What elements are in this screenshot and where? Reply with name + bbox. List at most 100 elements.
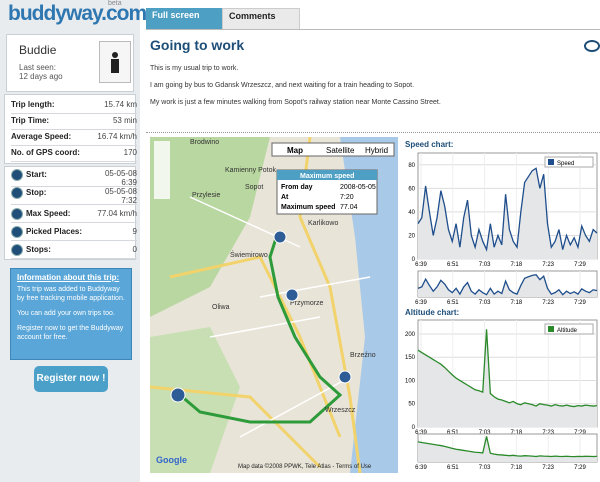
avatar xyxy=(99,41,131,83)
map-type-button[interactable]: Hybrid xyxy=(365,146,388,155)
x-tick-label: 7:23 xyxy=(542,262,554,268)
trip-value-line: 05-05-08 xyxy=(104,169,137,178)
stat-row: No. of GPS coord: 170 xyxy=(11,145,137,162)
place-label: Brodwino xyxy=(190,139,219,146)
chart-title: Speed chart: xyxy=(405,140,453,149)
x-tick-label: 7:03 xyxy=(479,430,491,436)
x-tick-label: 7:23 xyxy=(542,430,554,436)
last-seen-label: Last seen: xyxy=(19,63,56,72)
place-label: Kamienny Potok xyxy=(225,167,276,174)
map-brand: Google xyxy=(156,455,187,465)
trip-title: Going to work xyxy=(150,37,245,53)
trip-row: Picked Places: 9 xyxy=(11,223,137,241)
stat-row: Trip Time: 53 min xyxy=(11,113,137,130)
legend-box xyxy=(544,323,594,335)
x-tick-label: 6:39 xyxy=(415,430,427,436)
x-tick-label: 7:23 xyxy=(542,300,554,306)
tab-comments[interactable]: Comments xyxy=(222,8,300,30)
popup-label: At xyxy=(281,194,289,201)
info-box: Information about this trip: This trip w… xyxy=(10,268,132,360)
map[interactable]: Brodwino Kamienny Potok Przylesie Sopot Karl… xyxy=(150,137,398,473)
map-copyright: Map data ©2008 PPWK, Tele Atlas - Terms … xyxy=(238,463,372,470)
x-tick-label: 6:51 xyxy=(447,300,459,306)
y-tick-label: 150 xyxy=(405,355,416,361)
trip-label: Start: xyxy=(26,170,47,180)
stat-value: 53 min xyxy=(112,116,137,125)
trip-row: Start: 05-05-08 6:39 xyxy=(11,169,137,187)
trip-value: 05-05-08 6:39 xyxy=(105,169,137,187)
info-title[interactable]: Information about this trip: xyxy=(17,273,120,282)
tab-fullscreen[interactable]: Full screen xyxy=(146,8,222,30)
view-icon[interactable] xyxy=(584,40,600,52)
area xyxy=(418,329,597,427)
trip-icon xyxy=(11,243,23,256)
stat-value: 170 xyxy=(123,148,137,157)
separator xyxy=(146,132,600,133)
x-tick-label: 7:18 xyxy=(511,300,523,306)
description: This is my usual trip to work. I am going… xyxy=(150,60,441,111)
trip-row: Stop: 05-05-08 7:32 xyxy=(11,187,137,205)
paragraph: I am going by bus to Gdansk Wrzeszcz, an… xyxy=(150,82,415,89)
place-label: Oliwa xyxy=(212,304,230,311)
place-label: Karlikowo xyxy=(308,220,338,227)
y-tick-label: 80 xyxy=(408,163,415,169)
sidebar: buddyway.com beta Buddie Last seen: 12 d… xyxy=(0,0,147,482)
stat-row: Trip length: 15.74 km xyxy=(11,97,137,114)
trip-value-line: 0 xyxy=(132,245,137,254)
popup-label: Maximum speed xyxy=(281,204,335,211)
trip-row: Max Speed: 77.04 km/h xyxy=(11,205,137,223)
stat-label: Trip length: xyxy=(11,100,55,109)
trip-label: Picked Places: xyxy=(26,227,83,236)
logo[interactable]: buddyway.com xyxy=(8,2,147,25)
legend-swatch xyxy=(548,326,554,332)
x-tick-label: 7:18 xyxy=(511,465,523,471)
logo-badge: beta xyxy=(108,0,122,7)
stat-value: 16.74 km/h xyxy=(97,132,137,141)
place-label: Świemirowo xyxy=(230,250,268,259)
x-tick-label: 6:51 xyxy=(447,430,459,436)
line xyxy=(417,329,598,408)
legend-box xyxy=(544,156,594,168)
legend-label: Speed xyxy=(557,161,574,167)
x-tick-label: 6:51 xyxy=(447,465,459,471)
stat-label: Trip Time: xyxy=(11,116,50,125)
trip-label: Stops: xyxy=(26,245,51,254)
trip-value: 77.04 km/h xyxy=(97,205,137,222)
x-tick-label: 7:03 xyxy=(479,465,491,471)
stat-row: Average Speed: 16.74 km/h xyxy=(11,129,137,146)
trip-info: Start: 05-05-08 6:39 Stop: 05-05-08 7:32 Max S… xyxy=(4,166,137,260)
paragraph: This is my usual trip to work. xyxy=(150,65,239,72)
y-tick-label: 0 xyxy=(412,257,416,263)
x-tick-label: 6:39 xyxy=(415,262,427,268)
info-line: Register now to get the Buddyway account… xyxy=(17,325,124,341)
x-tick-label: 6:39 xyxy=(415,465,427,471)
tab-line xyxy=(146,29,600,30)
profile: Buddie Last seen: 12 days ago xyxy=(6,34,134,92)
y-tick-label: 60 xyxy=(408,186,415,192)
area xyxy=(418,436,597,462)
register-button[interactable]: Register now ! xyxy=(34,366,108,392)
x-tick-label: 7:29 xyxy=(574,465,586,471)
x-tick-label: 7:29 xyxy=(574,262,586,268)
chart-title: Altitude chart: xyxy=(405,308,459,317)
line xyxy=(417,436,598,458)
place-label: Przylesie xyxy=(192,192,221,199)
trip-value-line: 7:32 xyxy=(121,196,137,205)
y-tick-label: 100 xyxy=(405,378,416,384)
x-tick-label: 7:18 xyxy=(511,262,523,268)
paragraph: My work is just a few minutes walking fr… xyxy=(150,99,441,106)
trip-icon xyxy=(11,225,23,238)
x-tick-label: 7:03 xyxy=(479,262,491,268)
map-type-button[interactable]: Satellite xyxy=(326,146,355,155)
stat-label: Average Speed: xyxy=(11,132,72,141)
line xyxy=(417,167,598,252)
y-tick-label: 40 xyxy=(408,210,415,216)
x-tick-label: 6:51 xyxy=(447,262,459,268)
line xyxy=(417,274,598,296)
popup-label: From day xyxy=(281,184,313,191)
x-tick-label: 7:23 xyxy=(542,465,554,471)
trip-value: 9 xyxy=(133,223,137,240)
map-type-button[interactable]: Map xyxy=(287,146,303,155)
legend-label: Altitude xyxy=(557,328,578,334)
